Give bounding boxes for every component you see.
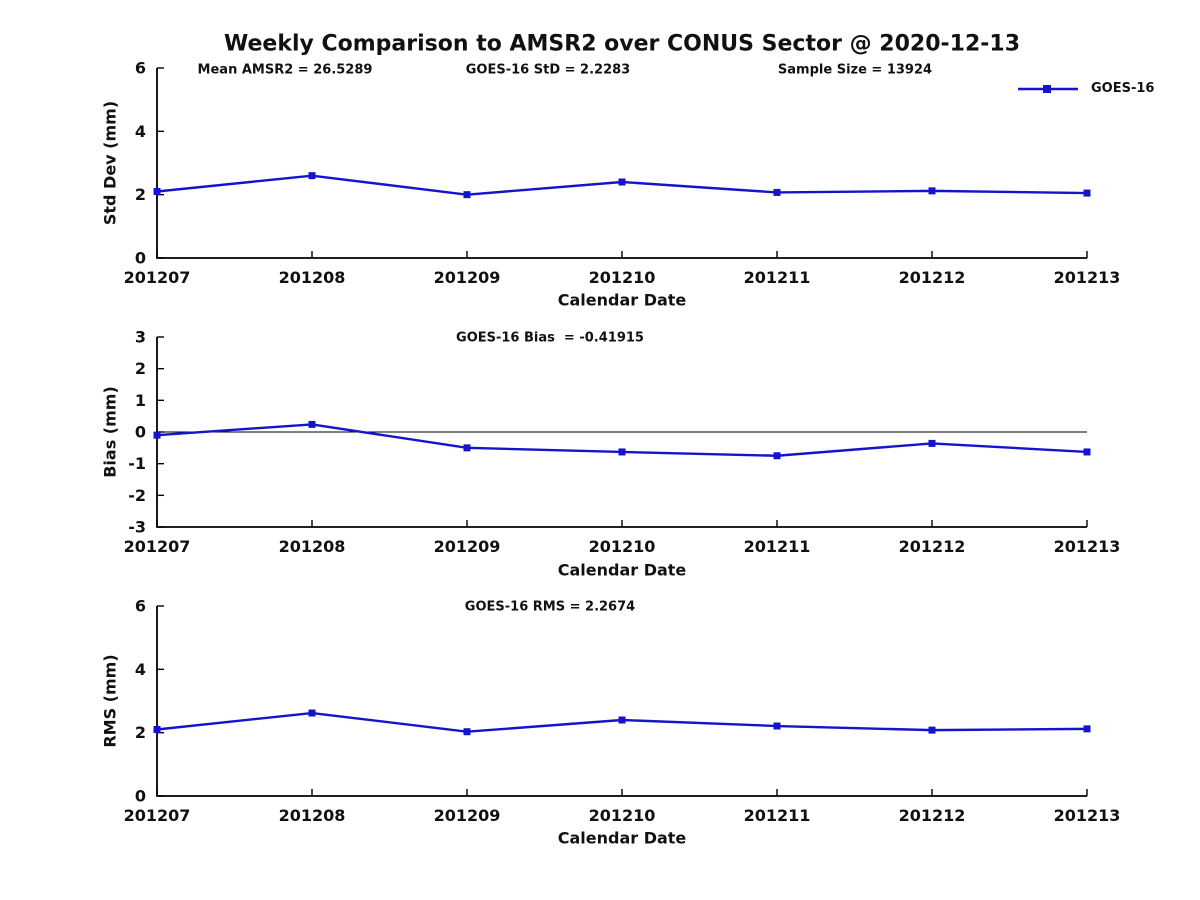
- svg-text:0: 0: [135, 249, 146, 268]
- svg-text:201210: 201210: [589, 537, 656, 556]
- svg-text:201211: 201211: [744, 537, 811, 556]
- xlabel-calendar-date-top: Calendar Date: [557, 290, 687, 310]
- svg-text:201209: 201209: [434, 268, 501, 287]
- svg-text:201212: 201212: [899, 537, 966, 556]
- svg-text:6: 6: [135, 59, 146, 78]
- svg-text:201207: 201207: [124, 268, 191, 287]
- svg-text:1: 1: [135, 391, 146, 410]
- figure-title: Weekly Comparison to AMSR2 over CONUS Se…: [224, 31, 1020, 57]
- svg-text:201210: 201210: [589, 806, 656, 825]
- svg-text:4: 4: [135, 122, 146, 141]
- svg-text:201213: 201213: [1054, 806, 1121, 825]
- svg-text:-3: -3: [128, 518, 146, 537]
- svg-text:201210: 201210: [589, 268, 656, 287]
- stat-sample-size: Sample Size = 13924: [777, 62, 933, 78]
- svg-text:201207: 201207: [124, 806, 191, 825]
- legend-series-label: GOES-16: [1091, 81, 1155, 96]
- svg-text:201208: 201208: [279, 806, 346, 825]
- svg-text:2: 2: [135, 185, 146, 204]
- stat-goes16-std: GOES-16 StD = 2.2283: [465, 62, 631, 78]
- svg-text:-1: -1: [128, 454, 146, 473]
- svg-text:2: 2: [135, 359, 146, 378]
- legend: GOES-16: [1016, 82, 1154, 96]
- svg-text:201212: 201212: [899, 806, 966, 825]
- svg-text:4: 4: [135, 660, 146, 679]
- legend-line-sample-icon: [1018, 85, 1078, 93]
- xlabel-calendar-date-bottom: Calendar Date: [557, 828, 687, 848]
- svg-text:201209: 201209: [434, 537, 501, 556]
- svg-text:-2: -2: [128, 486, 146, 505]
- svg-text:3: 3: [135, 328, 146, 347]
- svg-text:6: 6: [135, 597, 146, 616]
- xlabel-calendar-date-middle: Calendar Date: [557, 560, 687, 580]
- bias-annotation: GOES-16 Bias = -0.41915: [456, 330, 644, 346]
- svg-text:201207: 201207: [124, 537, 191, 556]
- rms-annotation: GOES-16 RMS = 2.2674: [464, 599, 636, 615]
- svg-text:201208: 201208: [279, 268, 346, 287]
- svg-text:201208: 201208: [279, 537, 346, 556]
- svg-text:0: 0: [135, 787, 146, 806]
- svg-text:201211: 201211: [744, 268, 811, 287]
- svg-text:201213: 201213: [1054, 537, 1121, 556]
- svg-text:201211: 201211: [744, 806, 811, 825]
- svg-text:201213: 201213: [1054, 268, 1121, 287]
- svg-text:201212: 201212: [899, 268, 966, 287]
- stat-mean-amsr2: Mean AMSR2 = 26.5289: [197, 62, 373, 78]
- svg-text:201209: 201209: [434, 806, 501, 825]
- svg-text:0: 0: [135, 423, 146, 442]
- svg-text:2: 2: [135, 723, 146, 742]
